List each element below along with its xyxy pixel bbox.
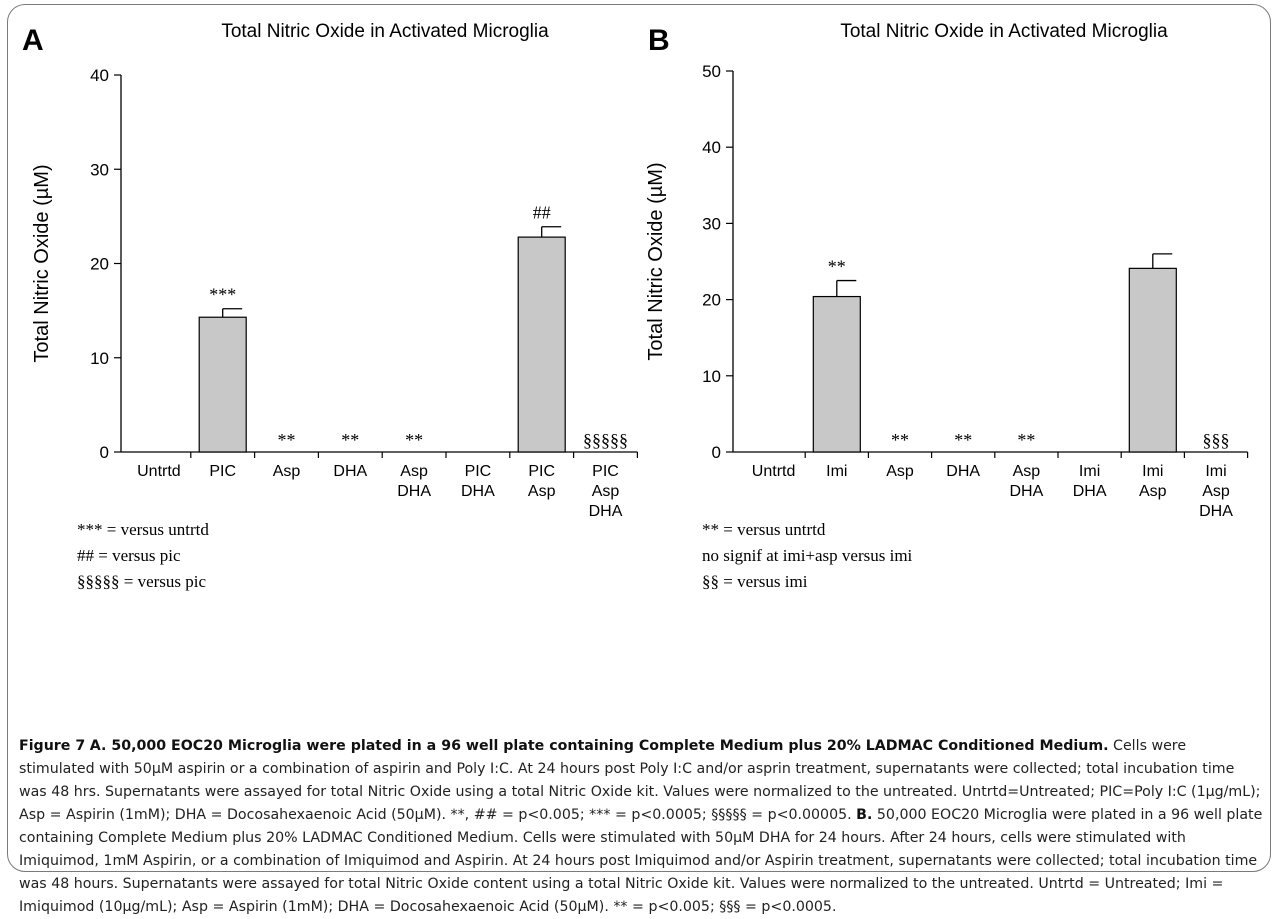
panel-b-significance-label: ** [828,257,846,277]
panel-b-category-label: Imi [1079,463,1100,480]
panel-a-significance-label: §§§§§ [583,430,628,450]
panel-a-category-label: Asp [528,483,556,500]
panel-b-category-label: Asp [886,463,914,480]
panel-b-category-label: Asp [1013,463,1041,480]
panel-b-category-label: Imi [1205,463,1226,480]
panel-b-significance-note: no signif at imi+asp versus imi [702,546,913,565]
panel-b-category-label: DHA [946,463,980,480]
panel-b-category-label: DHA [1073,483,1107,500]
panel-b-significance-label: ** [891,430,909,450]
panel-a-y-tick-label: 40 [90,66,109,85]
panel-a-y-tick-label: 0 [100,443,109,462]
panel-b-category-label: Asp [1139,483,1167,500]
panel-a-category-label: Untrtd [137,463,181,480]
caption-a-text: Cells were stimulated with 50µM aspirin … [19,738,1261,823]
panel-a-significance-label: ** [341,430,359,450]
panel-b-category-label: DHA [1010,483,1044,500]
panel-b-y-tick-label: 0 [712,443,721,462]
panel-a-y-tick-label: 30 [90,160,109,179]
charts-canvas: A Total Nitric Oxide in Activated Microgl… [22,21,1249,591]
caption-b-text: 50,000 EOC20 Microglia were plated in a … [19,807,1263,915]
caption-figure-label: Figure 7 [19,738,86,754]
panel-a-significance-label: *** [209,285,236,305]
panel-a-y-tick-label: 10 [90,349,109,368]
panel-a-significance-label: ** [278,430,296,450]
panel-b-bar [1128,267,1177,453]
panel-a-category-label: PIC [592,463,619,480]
panel-a-category-label: Asp [400,463,428,480]
panel-b-category-label: Imi [1142,463,1163,480]
panel-b-y-tick-label: 50 [702,62,721,81]
panel-a-category-label: PIC [209,463,236,480]
panel-a-category-label: DHA [333,463,367,480]
panel-a-category-label: PIC [528,463,555,480]
panel-b-y-tick-label: 20 [702,291,721,310]
panel-a-letter: A [22,24,44,57]
panel-b-y-axis-label: Total Nitric Oxide (µM) [645,162,667,360]
panel-a-bar [198,316,247,453]
panel-a-significance-label: ## [533,203,551,223]
figure-frame [7,4,1271,872]
panel-a-category-label: Asp [592,483,620,500]
caption-a-heading: A. 50,000 EOC20 Microglia were plated in… [89,738,1109,754]
panel-b-significance-note: §§ = versus imi [702,572,808,591]
panel-b-significance-label: ** [954,430,972,450]
panel-a-significance-note: §§§§§ = versus pic [77,572,206,591]
panel-b-y-tick-label: 10 [702,367,721,386]
panel-a-y-axis-label: Total Nitric Oxide (µM) [31,164,53,362]
panel-b-category-label: Asp [1202,483,1230,500]
panel-b-y-tick-label: 30 [702,214,721,233]
panel-b-letter: B [648,24,670,57]
panel-a-category-label: DHA [589,503,623,520]
panel-b-category-label: Imi [826,463,847,480]
panel-b-significance-note: ** = versus untrtd [702,520,826,539]
panel-a-significance-label: ** [405,430,423,450]
figure-caption: Figure 7 A. 50,000 EOC20 Microglia were … [19,735,1263,919]
panel-b-category-label: Untrtd [752,463,796,480]
panel-b-significance-label: §§§ [1203,430,1230,450]
panel-a-category-label: DHA [397,483,431,500]
panel-a-category-label: PIC [465,463,492,480]
panel-b-y-tick-label: 40 [702,138,721,157]
panel-a-significance-note: ## = versus pic [77,546,181,565]
panel-b-bar [812,295,861,453]
panel-b-category-label: DHA [1199,503,1233,520]
panel-a-title: Total Nitric Oxide in Activated Microgli… [221,21,549,42]
panel-a-category-label: DHA [461,483,495,500]
caption-b-heading: B. [856,807,873,823]
panel-a-y-tick-label: 20 [90,255,109,274]
panel-a-category-label: Asp [273,463,301,480]
panel-b-title: Total Nitric Oxide in Activated Microgli… [840,21,1168,42]
panel-a-significance-note: *** = versus untrtd [77,520,209,539]
panel-b-significance-label: ** [1017,430,1035,450]
panel-a-bar [517,236,566,453]
